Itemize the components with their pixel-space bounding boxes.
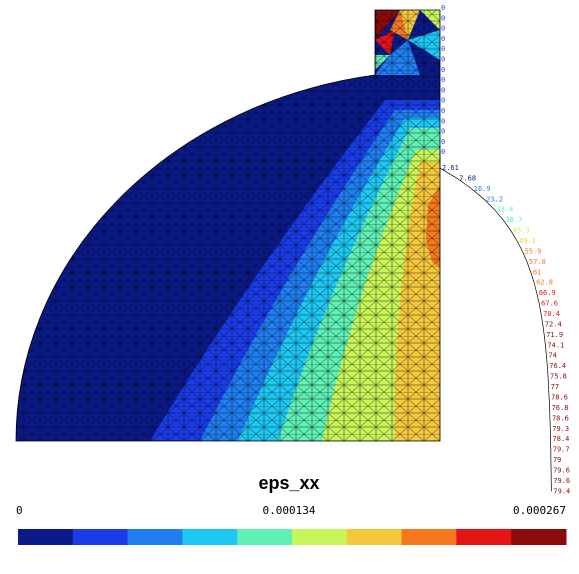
edge-label: 0 [441,25,445,33]
profile-label: 67.6 [541,300,558,308]
profile-label: 78.6 [552,414,569,422]
profile-label: 55.9 [524,247,541,255]
profile-label: 79.6 [553,466,570,474]
edge-label: 0 [441,56,445,64]
colorbar-segment [292,529,348,545]
profile-label: 79.7 [553,446,570,454]
mesh [15,10,440,441]
profile-label: 38.7 [505,216,522,224]
profile-label: 62.8 [536,279,553,287]
colorbar-segment [456,529,512,545]
edge-label: 0 [441,107,445,115]
profile-label: 75.8 [550,373,567,381]
colorbar-segment [72,529,129,545]
edge-label: 0 [441,97,445,105]
profile-curve [439,150,552,492]
profile-label: 7.68 [459,174,476,182]
profile-label: 79 [553,456,561,464]
colorbar-segment [237,529,293,545]
colorbar-label: 0.000134 [263,504,316,517]
colorbar-label: 0.000267 [513,504,566,517]
edge-label: 0 [441,4,445,12]
colorbar-label: 0 [16,504,23,517]
profile-label: 74.1 [547,341,564,349]
profile-label: 45.3 [513,227,530,235]
colorbar-segment [346,529,403,545]
edge-label: 0 [441,76,445,84]
profile-label: 61 [533,268,541,276]
profile-label: 79.6 [553,477,570,485]
profile-label: 33.4 [496,206,513,214]
edge-label: 0 [441,138,445,146]
colorbar-segment [127,529,183,545]
edge-label: 0 [441,148,445,156]
edge-label: 0 [441,128,445,136]
edge-label: 0 [441,86,445,94]
colorbar-segment [401,529,457,545]
edge-label: 0 [441,45,445,53]
outline [15,9,441,442]
edge-label: 0 [441,14,445,22]
profile-label: 78.6 [551,393,568,401]
colorbar-segment [182,529,238,545]
plot-title: eps_xx [258,473,319,493]
colorbar-segment [511,529,567,545]
profile-label: 23.2 [486,195,503,203]
profile-label: 72.4 [545,320,562,328]
profile-label: 57.8 [529,258,546,266]
profile-label: 2.61 [442,164,459,172]
profile-label: 77 [551,383,559,391]
profile-label: 74 [548,352,556,360]
profile-label: 76.4 [549,362,566,370]
edge-label: 0 [441,117,445,125]
profile-label: 79.4 [553,487,570,495]
edge-label: 0 [441,35,445,43]
profile-label: 49.1 [519,237,536,245]
profile-label: 71.9 [546,331,563,339]
profile-label: 70.4 [543,310,560,318]
profile-label: 16.9 [474,185,491,193]
colorbar-segment [18,529,74,545]
field [15,10,440,441]
profile-label: 76.8 [552,404,569,412]
profile-label: 79.3 [552,425,569,433]
profile-label: 66.9 [539,289,556,297]
profile-label: 78.4 [553,435,570,443]
edge-label: 0 [441,66,445,74]
